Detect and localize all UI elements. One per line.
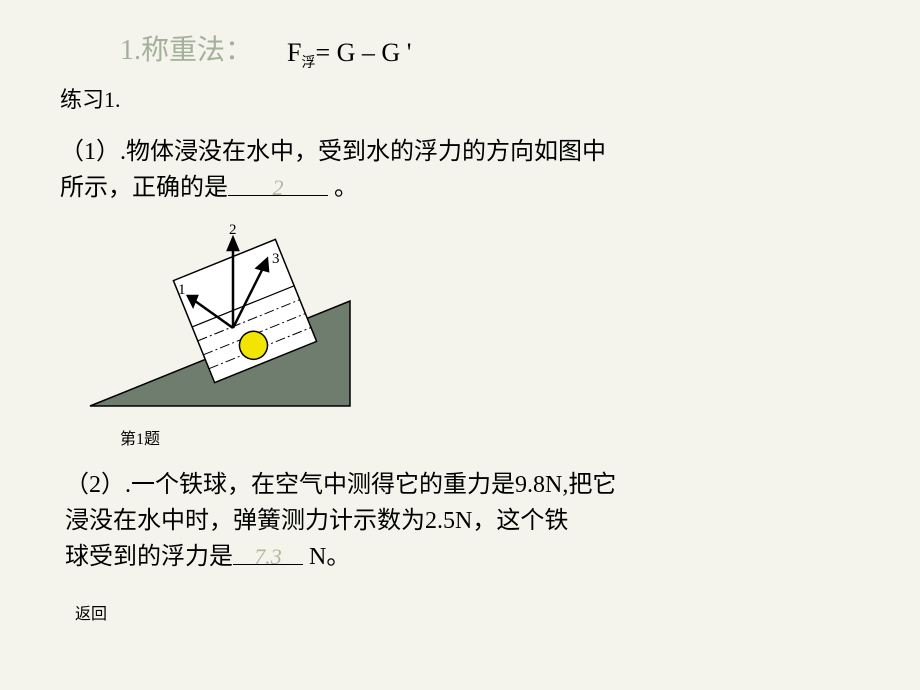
formula-subscript: 浮 <box>301 56 315 71</box>
q1-line2-after: 。 <box>328 175 358 201</box>
q2-answer: 7.3 <box>254 544 282 569</box>
q2-blank: 7.3 <box>233 539 303 565</box>
arrow-label-2: 2 <box>229 222 237 238</box>
section-heading: 1.称重法： <box>120 28 253 68</box>
formula-rest: = G – G ' <box>315 38 411 67</box>
diagram-svg: 1 2 3 <box>80 216 360 416</box>
diagram-caption: 第1题 <box>120 425 860 449</box>
return-link[interactable]: 返回 <box>75 600 860 624</box>
question-1: （1）.物体浸没在水中，受到水的浮力的方向如图中 所示，正确的是2 。 <box>60 134 860 206</box>
practice-label: 练习1. <box>60 82 860 114</box>
question-2: （2）.一个铁球，在空气中测得它的重力是9.8N,把它 浸没在水中时，弹簧测力计… <box>65 467 860 575</box>
q2-line3-before: 球受到的浮力是 <box>65 544 233 570</box>
q1-line2-before: 所示，正确的是 <box>60 175 228 201</box>
q2-line3-after: N。 <box>303 544 350 570</box>
diagram-container: 1 2 3 第1题 <box>80 216 860 449</box>
q1-blank: 2 <box>228 170 328 196</box>
formula: F浮= G – G ' <box>287 38 411 72</box>
q2-line1: （2）.一个铁球，在空气中测得它的重力是9.8N,把它 <box>65 472 616 498</box>
q2-line2: 浸没在水中时，弹簧测力计示数为2.5N，这个铁 <box>65 508 568 534</box>
arrow-label-1: 1 <box>178 282 186 298</box>
formula-prefix: F <box>287 38 301 67</box>
arrow-label-3: 3 <box>272 251 280 267</box>
q1-line1: （1）.物体浸没在水中，受到水的浮力的方向如图中 <box>60 139 606 165</box>
arrow-2-head <box>228 238 238 250</box>
q1-answer: 2 <box>273 175 284 200</box>
